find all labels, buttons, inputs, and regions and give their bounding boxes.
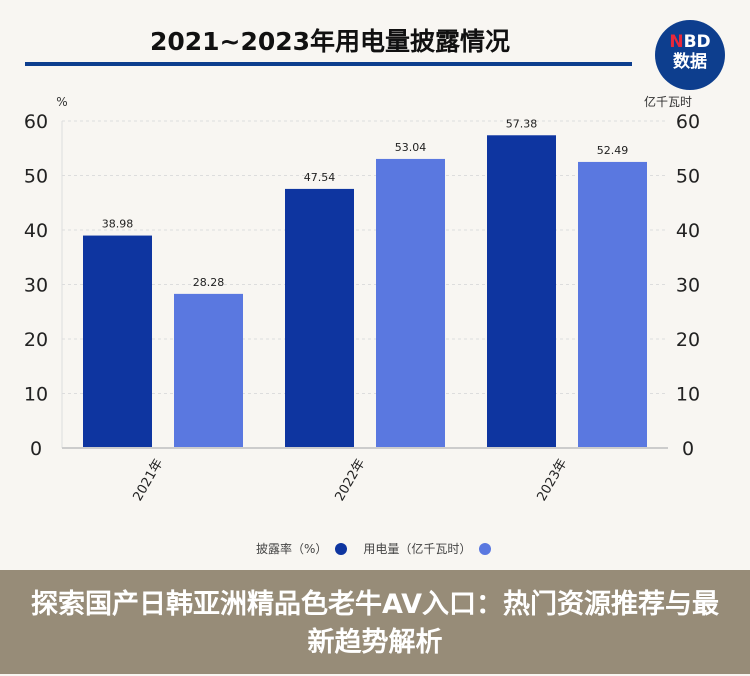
bar-rate (83, 235, 152, 448)
x-tick-label: 2021年 (130, 457, 166, 504)
legend-label-power: 用电量（亿千瓦时） (363, 542, 472, 556)
y-tick-right: 10 (676, 384, 700, 406)
y-tick-left: 30 (24, 275, 48, 297)
bar-power (376, 158, 445, 448)
bar-chart: 0 0 10 10 20 20 30 30 40 40 50 50 60 60% 亿千瓦时 38.98 28.2… (24, 94, 700, 504)
legend: 披露率（%） 用电量（亿千瓦时） (256, 540, 507, 557)
logo-subtext: 数据 (673, 52, 707, 72)
logo-accent: N (669, 32, 684, 52)
y-tick-left: 40 (24, 220, 48, 242)
y-tick-left: 50 (24, 166, 48, 188)
y-tick-left: 10 (24, 384, 48, 406)
y-tick-left: 0 (30, 438, 42, 460)
x-tick-label: 2022年 (332, 457, 368, 504)
bar-rate (285, 188, 354, 449)
data-label: 53.04 (395, 141, 427, 154)
legend-dot-rate (335, 542, 348, 555)
data-label: 52.49 (597, 144, 629, 157)
bar-power (578, 161, 647, 448)
overlay-text: 探索国产日韩亚洲精品色老牛AV入口：热门资源推荐与最新趋势解析 (31, 589, 719, 658)
y-tick-right: 40 (676, 220, 700, 242)
x-tick-label: 2023年 (534, 457, 570, 504)
chart-title: 2021~2023年用电量披露情况 (149, 27, 511, 56)
y-axis-label-right: 亿千瓦时 (644, 94, 692, 109)
bar-rate (487, 135, 556, 449)
y-tick-left: 20 (24, 329, 48, 351)
bar-power (174, 293, 243, 448)
data-label: 47.54 (304, 171, 336, 184)
y-tick-right: 50 (676, 166, 700, 188)
y-tick-right: 30 (676, 275, 700, 297)
data-label: 28.28 (193, 276, 225, 289)
data-label: 38.98 (102, 218, 134, 231)
legend-dot-power (479, 542, 492, 555)
data-label: 57.38 (506, 117, 538, 130)
y-axis-label-left: % (56, 95, 67, 109)
y-tick-right: 0 (682, 438, 694, 460)
y-tick-right: 60 (676, 111, 700, 133)
y-tick-right: 20 (676, 329, 700, 351)
y-tick-left: 60 (24, 111, 48, 133)
logo-text: BD (683, 32, 711, 52)
legend-label-rate: 披露率（%） (256, 542, 328, 556)
nbd-logo: NBD 数据 (655, 20, 725, 90)
title-underline (25, 62, 632, 66)
